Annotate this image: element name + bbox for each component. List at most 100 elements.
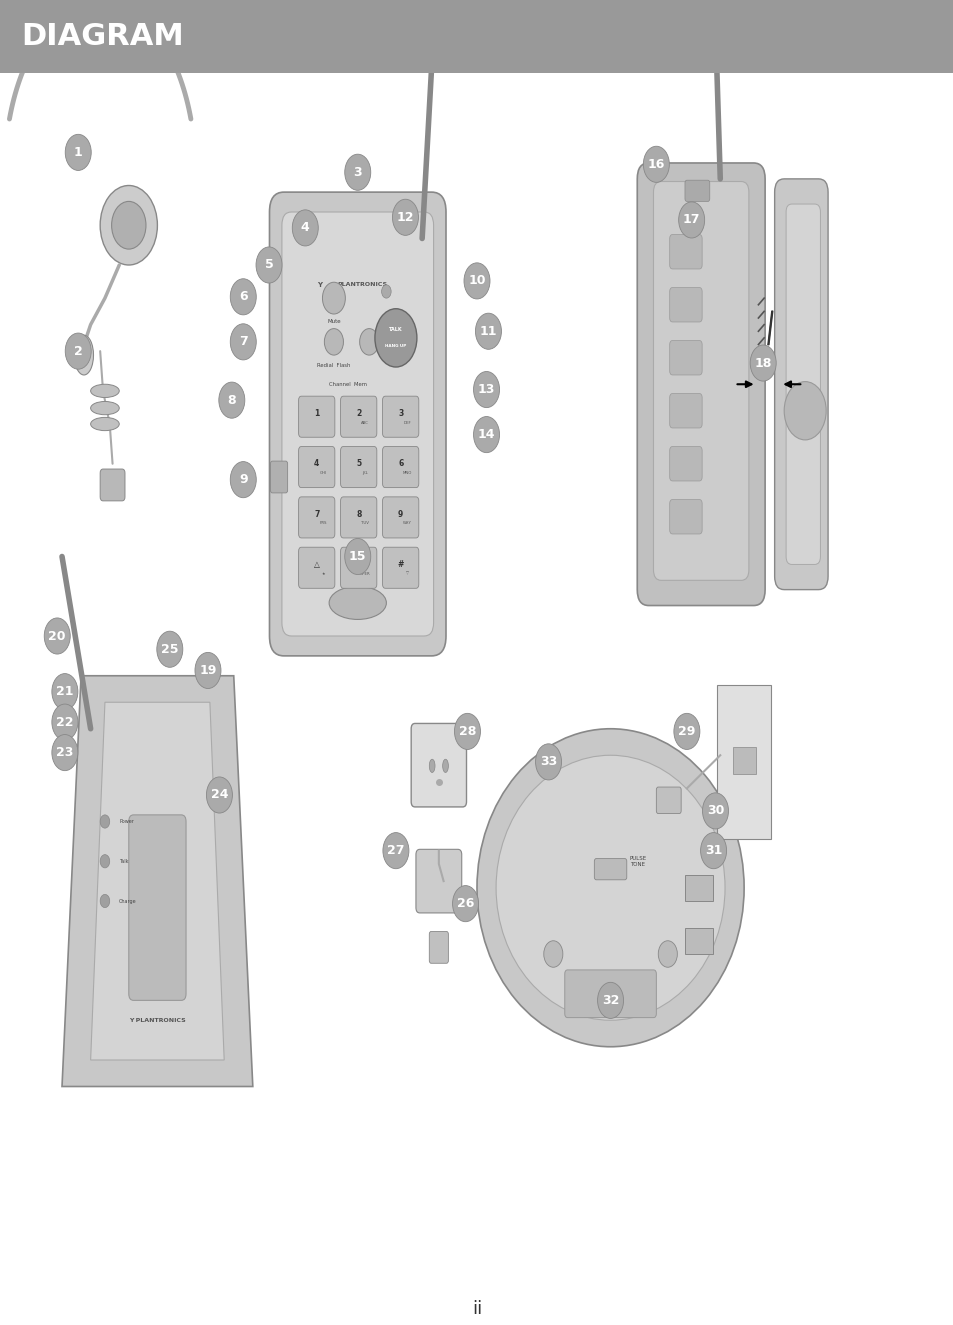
FancyBboxPatch shape [340,497,376,538]
Text: 21: 21 [56,685,73,698]
Circle shape [375,309,416,367]
Circle shape [658,941,677,967]
FancyBboxPatch shape [271,461,288,493]
Text: 6: 6 [397,460,403,468]
Circle shape [463,262,490,299]
Circle shape [65,134,91,171]
FancyBboxPatch shape [669,394,701,428]
Circle shape [51,734,78,771]
Text: 9: 9 [397,510,403,518]
FancyBboxPatch shape [656,787,680,814]
Ellipse shape [74,335,93,375]
Text: TALK: TALK [389,327,402,333]
FancyBboxPatch shape [594,859,626,880]
Text: ★: ★ [321,571,325,576]
Circle shape [255,246,282,284]
FancyBboxPatch shape [382,396,418,437]
Circle shape [344,538,371,575]
Text: 2: 2 [73,344,83,358]
Ellipse shape [476,729,743,1047]
Ellipse shape [442,759,448,772]
FancyBboxPatch shape [637,163,764,606]
FancyBboxPatch shape [684,180,709,201]
Text: JKL: JKL [362,470,368,476]
Circle shape [749,344,776,382]
FancyBboxPatch shape [785,204,820,564]
Text: ii: ii [472,1300,481,1318]
Circle shape [51,704,78,741]
Text: 23: 23 [56,746,73,759]
Text: 0: 0 [355,560,361,568]
Text: 4: 4 [300,221,310,235]
Text: DEF: DEF [403,420,411,425]
FancyBboxPatch shape [669,288,701,322]
FancyBboxPatch shape [429,931,448,963]
Text: 16: 16 [647,158,664,171]
FancyBboxPatch shape [669,500,701,534]
Text: WXY: WXY [402,521,412,526]
Text: PRS: PRS [319,521,327,526]
Text: 18: 18 [754,356,771,370]
Circle shape [700,832,726,869]
Text: 24: 24 [211,788,228,802]
Circle shape [701,792,728,829]
Text: ABC: ABC [361,420,369,425]
Text: ▽: ▽ [405,571,409,576]
FancyBboxPatch shape [669,341,701,375]
Circle shape [543,941,562,967]
Text: 5: 5 [355,460,361,468]
Circle shape [475,313,501,350]
FancyBboxPatch shape [684,874,712,901]
Circle shape [597,982,623,1019]
Circle shape [473,371,499,408]
Circle shape [344,154,371,191]
Ellipse shape [91,417,119,431]
Circle shape [218,382,245,419]
Text: GHI: GHI [319,470,327,476]
Text: MNO: MNO [402,470,412,476]
Text: PULSE
TONE: PULSE TONE [629,856,646,867]
Text: Talk: Talk [119,859,129,864]
Text: On
Range: On Range [684,228,698,236]
FancyBboxPatch shape [298,497,335,538]
Circle shape [100,815,110,828]
Circle shape [230,461,256,498]
Circle shape [230,323,256,360]
Circle shape [51,673,78,710]
FancyBboxPatch shape [19,80,934,1285]
Circle shape [322,282,345,314]
Text: 28: 28 [458,725,476,738]
Polygon shape [91,702,224,1060]
FancyBboxPatch shape [732,747,755,774]
Text: 29: 29 [678,725,695,738]
FancyBboxPatch shape [298,447,335,488]
Text: OPER: OPER [359,571,371,576]
Text: 4: 4 [314,460,319,468]
Text: 7: 7 [314,510,319,518]
FancyBboxPatch shape [416,849,461,913]
FancyBboxPatch shape [281,212,433,636]
Circle shape [100,855,110,868]
Text: 3: 3 [353,166,362,179]
Circle shape [359,329,378,355]
FancyBboxPatch shape [129,815,186,1000]
Text: HANG UP: HANG UP [385,343,406,348]
Circle shape [100,186,157,265]
Text: DIAGRAM: DIAGRAM [21,23,184,50]
Circle shape [324,329,343,355]
FancyBboxPatch shape [382,497,418,538]
Circle shape [473,416,499,453]
FancyBboxPatch shape [298,396,335,437]
Circle shape [535,743,561,780]
Text: 33: 33 [539,755,557,768]
FancyBboxPatch shape [774,179,827,590]
FancyBboxPatch shape [564,970,656,1018]
Text: 17: 17 [682,213,700,227]
Text: 32: 32 [601,994,618,1007]
Text: Redial  Flash: Redial Flash [317,363,350,368]
Circle shape [292,209,318,246]
Circle shape [673,713,700,750]
FancyBboxPatch shape [340,447,376,488]
FancyBboxPatch shape [0,0,953,73]
Text: 1: 1 [314,409,319,417]
